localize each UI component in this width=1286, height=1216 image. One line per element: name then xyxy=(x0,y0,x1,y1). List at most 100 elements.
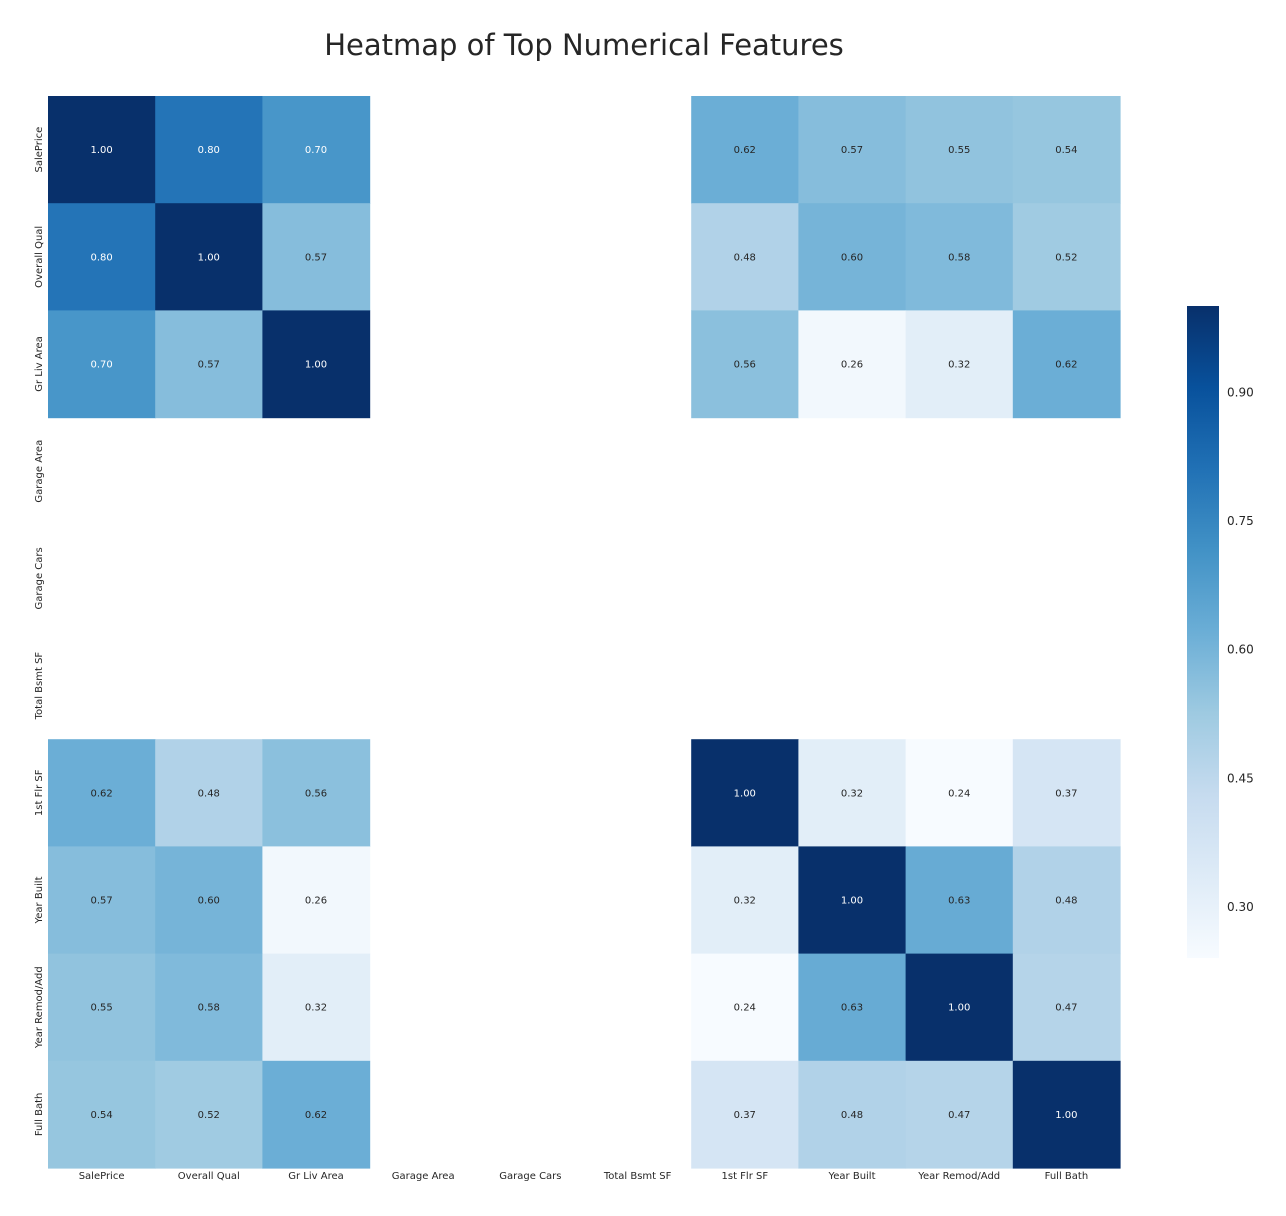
y-tick-label: Garage Area xyxy=(34,440,45,503)
heatmap-cell xyxy=(48,96,156,204)
cell-value-label: 1.00 xyxy=(198,252,220,263)
heatmap-cell xyxy=(691,1060,799,1169)
heatmap-cell xyxy=(1012,310,1121,419)
x-tick-label: Total Bsmt SF xyxy=(603,1171,672,1182)
cell-value-label: 0.32 xyxy=(305,1003,327,1014)
y-axis-tick-labels: SalePrice Overall Qual Gr Liv Area Garage A… xyxy=(34,127,45,1136)
cell-value-label: 0.26 xyxy=(305,896,327,907)
cell-value-label: 0.48 xyxy=(841,1110,863,1121)
cell-value-label: 0.48 xyxy=(1055,896,1077,907)
heatmap-cell xyxy=(1012,846,1121,955)
cell-value-label: 0.57 xyxy=(841,145,863,156)
cell-value-label: 0.62 xyxy=(305,1110,327,1121)
cell-value-label: 0.54 xyxy=(90,1110,112,1121)
heatmap-cell xyxy=(691,310,799,419)
cell-value-label: 0.24 xyxy=(734,1003,756,1014)
heatmap-cells: 1.00 0.80 0.70 0.62 0.57 0.55 0.54 0.80 1.00 0.57… xyxy=(48,96,1121,1169)
chart-title: Heatmap of Top Numerical Features xyxy=(324,28,844,62)
x-tick-label: Garage Area xyxy=(392,1171,455,1182)
heatmap-cell xyxy=(155,310,263,419)
y-tick-label: Year Remod/Add xyxy=(34,966,45,1049)
heatmap-cell xyxy=(905,96,1014,204)
heatmap-cell xyxy=(155,846,263,955)
x-axis-tick-labels: SalePrice Overall Qual Gr Liv Area Garage A… xyxy=(79,1171,1088,1182)
heatmap-cell xyxy=(262,1060,371,1169)
x-tick-label: Garage Cars xyxy=(499,1171,561,1182)
heatmap-cell xyxy=(262,96,371,204)
heatmap-cell xyxy=(155,739,263,847)
cell-value-label: 0.60 xyxy=(198,896,220,907)
colorbar-tick-label: 0.60 xyxy=(1227,643,1254,657)
y-tick-label: SalePrice xyxy=(34,127,45,173)
cell-value-label: 0.52 xyxy=(198,1110,220,1121)
colorbar-gradient xyxy=(1187,306,1219,958)
heatmap-cell xyxy=(1012,953,1121,1062)
x-tick-label: Full Bath xyxy=(1045,1171,1089,1182)
heatmap-cell xyxy=(262,739,371,847)
x-tick-label: Overall Qual xyxy=(178,1171,240,1182)
heatmap-cell xyxy=(48,203,156,311)
heatmap-cell xyxy=(798,203,907,311)
cell-value-label: 0.52 xyxy=(1055,252,1077,263)
heatmap-cell xyxy=(905,739,1014,847)
y-tick-label: Overall Qual xyxy=(34,226,45,288)
cell-value-label: 0.32 xyxy=(734,896,756,907)
cell-value-label: 0.58 xyxy=(198,1003,220,1014)
heatmap-cell xyxy=(798,739,907,847)
cell-value-label: 1.00 xyxy=(90,145,112,156)
y-tick-label: Gr Liv Area xyxy=(34,336,45,392)
cell-value-label: 0.24 xyxy=(948,788,970,799)
cell-value-label: 0.55 xyxy=(948,145,970,156)
cell-value-label: 0.70 xyxy=(305,145,327,156)
heatmap-cell xyxy=(798,1060,907,1169)
cell-value-label: 1.00 xyxy=(305,360,327,371)
cell-value-label: 0.54 xyxy=(1055,145,1077,156)
cell-value-label: 0.55 xyxy=(90,1003,112,1014)
heatmap-cell xyxy=(48,739,156,847)
heatmap-cell xyxy=(905,846,1014,955)
heatmap-cell xyxy=(1012,96,1121,204)
heatmap-cell xyxy=(262,953,371,1062)
heatmap-cell xyxy=(905,953,1014,1062)
heatmap-cell xyxy=(691,953,799,1062)
cell-value-label: 0.48 xyxy=(734,252,756,263)
heatmap-cell xyxy=(1012,739,1121,847)
cell-value-label: 0.58 xyxy=(948,252,970,263)
cell-value-label: 1.00 xyxy=(734,788,756,799)
colorbar-tick-label: 0.45 xyxy=(1227,771,1254,785)
heatmap-cell xyxy=(691,96,799,204)
heatmap-cell xyxy=(1012,203,1121,311)
heatmap-cell xyxy=(262,310,371,419)
cell-value-label: 1.00 xyxy=(948,1003,970,1014)
heatmap-cell xyxy=(691,846,799,955)
cell-value-label: 0.62 xyxy=(1055,360,1077,371)
cell-value-label: 0.57 xyxy=(198,360,220,371)
cell-value-label: 0.56 xyxy=(734,360,756,371)
heatmap-cell xyxy=(905,1060,1014,1169)
y-tick-label: Garage Cars xyxy=(34,547,45,609)
cell-value-label: 0.47 xyxy=(948,1110,970,1121)
x-tick-label: SalePrice xyxy=(79,1171,125,1182)
heatmap-cell xyxy=(798,846,907,955)
cell-value-label: 0.57 xyxy=(305,252,327,263)
colorbar-tick-label: 0.75 xyxy=(1227,514,1254,528)
cell-value-label: 0.37 xyxy=(1055,788,1077,799)
x-tick-label: Year Built xyxy=(827,1171,875,1182)
cell-value-label: 1.00 xyxy=(1055,1110,1077,1121)
colorbar-tick-label: 0.30 xyxy=(1227,900,1254,914)
cell-value-label: 0.37 xyxy=(734,1110,756,1121)
y-tick-label: Full Bath xyxy=(34,1093,45,1137)
heatmap-cell xyxy=(48,953,156,1062)
colorbar-tick-label: 0.90 xyxy=(1227,385,1254,399)
cell-value-label: 0.80 xyxy=(198,145,220,156)
cell-value-label: 0.70 xyxy=(90,360,112,371)
y-tick-label: Year Built xyxy=(34,876,45,924)
heatmap-cell xyxy=(48,846,156,955)
heatmap-cell xyxy=(905,310,1014,419)
cell-value-label: 0.26 xyxy=(841,360,863,371)
heatmap-cell xyxy=(155,1060,263,1169)
cell-value-label: 0.63 xyxy=(841,1003,863,1014)
heatmap-cell xyxy=(262,846,371,955)
cell-value-label: 1.00 xyxy=(841,896,863,907)
